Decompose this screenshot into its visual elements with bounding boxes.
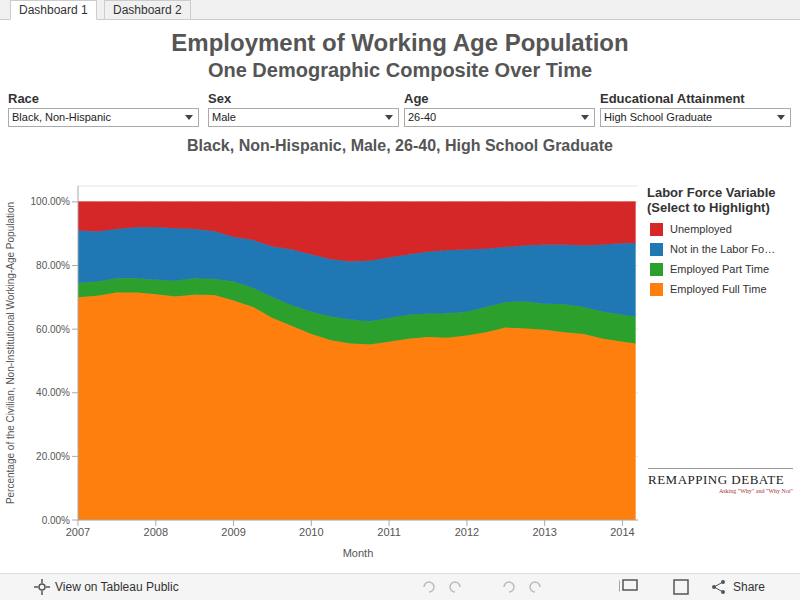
html-text:Employment of Working Age Popu: Employment of Working Age Population (171, 29, 629, 56)
html-text:Asking "Why" and "Why Not": Asking "Why" and "Why Not" (718, 488, 793, 494)
html-text:Educational Attainment: Educational Attainment (600, 91, 745, 106)
html-text:Male: Male (212, 111, 236, 123)
html-text:Labor Force Variable: Labor Force Variable (647, 185, 776, 200)
svg-text:2012: 2012 (455, 526, 479, 538)
svg-text:2010: 2010 (299, 526, 323, 538)
svg-text:40.00%: 40.00% (36, 387, 70, 398)
html-text:Sex: Sex (208, 91, 232, 106)
svg-text:2011: 2011 (377, 526, 401, 538)
svg-text:2007: 2007 (66, 526, 90, 538)
svg-text:2009: 2009 (221, 526, 245, 538)
html-text:Age: Age (404, 91, 429, 106)
html-text:Dashboard 2: Dashboard 2 (113, 3, 182, 17)
svg-text:2014: 2014 (610, 526, 634, 538)
html-text:Employed Part Time: Employed Part Time (670, 263, 769, 275)
svg-text:2008: 2008 (144, 526, 168, 538)
html-text:Employed Full Time: Employed Full Time (670, 283, 767, 295)
html-text:Black, Non-Hispanic: Black, Non-Hispanic (12, 111, 111, 123)
html-text:Unemployed: Unemployed (670, 223, 732, 235)
svg-text:80.00%: 80.00% (36, 260, 70, 271)
html-text:26-40: 26-40 (408, 111, 437, 123)
html-text:REMAPPING DEBATE: REMAPPING DEBATE (648, 472, 785, 487)
svg-text:100.00%: 100.00% (31, 196, 71, 207)
html-text:Dashboard 1: Dashboard 1 (19, 3, 88, 17)
svg-text:20.00%: 20.00% (36, 451, 70, 462)
html-text:Share: Share (733, 580, 765, 594)
html-text:Black, Non-Hispanic, Male, 26-: Black, Non-Hispanic, Male, 26-40, High S… (187, 137, 613, 154)
html-text:View on Tableau Public: View on Tableau Public (55, 580, 179, 594)
svg-text:2013: 2013 (532, 526, 556, 538)
html-text:Race: Race (8, 91, 40, 106)
svg-text:Month: Month (343, 547, 374, 559)
svg-text:Percentage of the Civilian, No: Percentage of the Civilian, Non-Institut… (8, 202, 16, 504)
html-text:One Demographic Composite Over: One Demographic Composite Over Time (207, 59, 593, 81)
svg-text:0.00%: 0.00% (42, 515, 70, 526)
html-text:(Select to Highlight): (Select to Highlight) (647, 200, 770, 215)
svg-text:60.00%: 60.00% (36, 324, 70, 335)
html-text:Not in the Labor Fo…: Not in the Labor Fo… (670, 243, 776, 255)
html-text:High School Graduate: High School Graduate (604, 111, 713, 123)
